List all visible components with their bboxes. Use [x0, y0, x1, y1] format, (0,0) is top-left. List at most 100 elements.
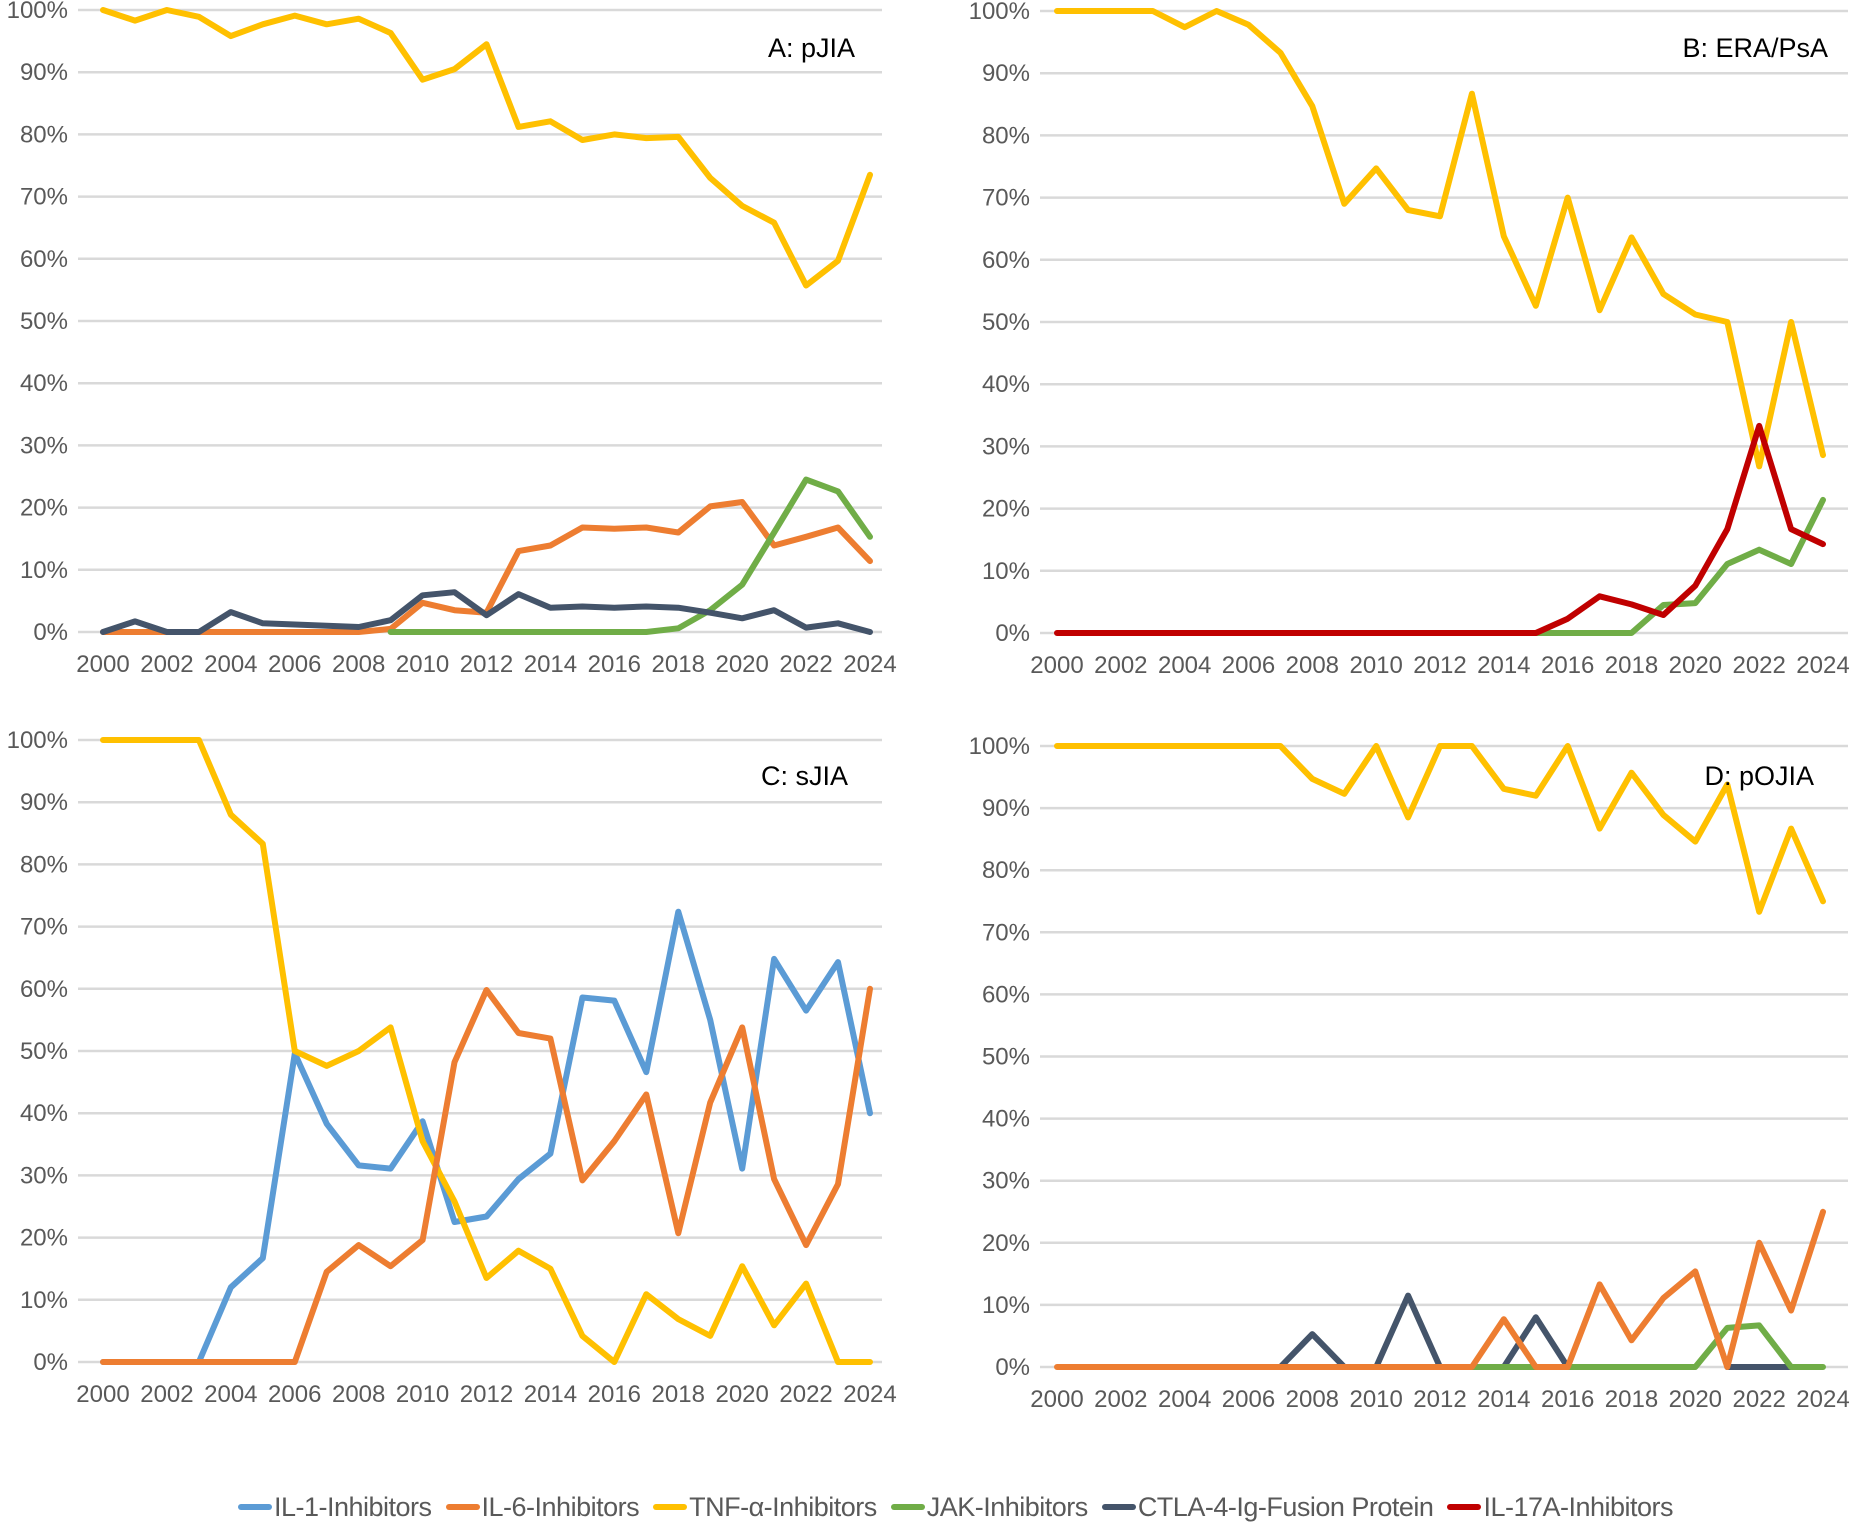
panel-title: C: sJIA: [761, 761, 848, 791]
y-tick-label: 80%: [982, 857, 1030, 884]
legend-label-jak: JAK-Inhibitors: [926, 1491, 1089, 1522]
x-tick-label: 2010: [1349, 652, 1402, 679]
x-tick-label: 2010: [1349, 1386, 1402, 1413]
x-tick-label: 2006: [1222, 1386, 1275, 1413]
x-tick-label: 2010: [396, 651, 449, 678]
x-tick-label: 2020: [1669, 1386, 1722, 1413]
x-tick-label: 2016: [588, 651, 641, 678]
x-tick-label: 2012: [1413, 652, 1466, 679]
x-tick-label: 2018: [652, 651, 705, 678]
x-tick-label: 2002: [1094, 652, 1147, 679]
x-tick-label: 2022: [779, 651, 832, 678]
y-tick-label: 30%: [982, 433, 1030, 460]
legend: IL-1-Inhibitors IL-6-Inhibitors TNF-α-In…: [0, 1487, 1851, 1527]
y-tick-label: 100%: [7, 0, 68, 24]
series-line-il17a: [1054, 422, 1826, 636]
x-tick-label: 2018: [1605, 652, 1658, 679]
series-line-tnf: [1054, 8, 1826, 470]
y-tick-label: 30%: [20, 432, 68, 459]
y-tick-label: 10%: [982, 558, 1030, 585]
legend-label-il6: IL-6-Inhibitors: [481, 1491, 640, 1522]
x-tick-label: 2014: [524, 1381, 577, 1408]
x-tick-label: 2000: [1030, 1386, 1083, 1413]
x-tick-label: 2002: [140, 1381, 193, 1408]
x-tick-label: 2018: [652, 1381, 705, 1408]
legend-swatch-jak: [890, 1504, 925, 1510]
legend-swatch-il6: [445, 1504, 480, 1510]
x-tick-label: 2006: [268, 1381, 321, 1408]
legend-item-tnf: TNF-α-Inhibitors: [653, 1492, 877, 1523]
x-tick-label: 2008: [332, 1381, 385, 1408]
y-tick-label: 30%: [20, 1162, 68, 1189]
legend-label-ctla4: CTLA-4-Ig-Fusion Protein: [1137, 1491, 1434, 1522]
y-tick-label: 10%: [20, 1287, 68, 1314]
y-tick-label: 80%: [20, 851, 68, 878]
y-tick-label: 20%: [982, 1230, 1030, 1257]
y-tick-label: 70%: [20, 914, 68, 941]
y-tick-label: 50%: [982, 309, 1030, 336]
series-line-tnf: [100, 737, 873, 1365]
y-tick-label: 50%: [20, 308, 68, 335]
y-tick-label: 100%: [969, 0, 1030, 25]
legend-label-tnf: TNF-α-Inhibitors: [689, 1491, 877, 1522]
x-tick-label: 2006: [1222, 652, 1275, 679]
series-line-jak: [387, 476, 873, 635]
legend-item-il6: IL-6-Inhibitors: [445, 1491, 640, 1523]
panel-b-era-psa: 0% 10% 20% 30% 40% 50% 60% 70% 80% 90% 100% 2000 200…: [969, 0, 1850, 679]
legend-item-il1: IL-1-Inhibitors: [237, 1491, 432, 1523]
x-tick-label: 2012: [460, 651, 513, 678]
x-tick-label: 2018: [1605, 1386, 1658, 1413]
panel-c-sjia: 0% 10% 20% 30% 40% 50% 60% 70% 80% 90% 100% 2000 200…: [7, 727, 897, 1408]
y-tick-label: 90%: [982, 795, 1030, 822]
y-tick-label: 50%: [982, 1044, 1030, 1071]
y-tick-label: 100%: [7, 727, 68, 754]
y-tick-label: 0%: [33, 1349, 68, 1376]
x-tick-label: 2020: [715, 1381, 768, 1408]
legend-item-ctla4: CTLA-4-Ig-Fusion Protein: [1101, 1491, 1434, 1523]
y-tick-label: 70%: [20, 184, 68, 211]
series-line-ctla4: [100, 589, 873, 635]
x-tick-label: 2008: [1286, 1386, 1339, 1413]
y-tick-label: 90%: [20, 789, 68, 816]
y-tick-label: 80%: [20, 121, 68, 148]
y-tick-label: 60%: [982, 981, 1030, 1008]
panel-a-pjia: 0% 10% 20% 30% 40% 50% 60% 70% 80% 90% 100% 2000 200…: [7, 0, 897, 678]
legend-swatch-il1: [237, 1504, 272, 1510]
y-tick-label: 20%: [982, 496, 1030, 523]
legend-label-il1: IL-1-Inhibitors: [273, 1491, 432, 1522]
x-tick-label: 2008: [1286, 652, 1339, 679]
x-tick-label: 2004: [1158, 652, 1211, 679]
y-tick-label: 40%: [982, 371, 1030, 398]
panel-title: A: pJIA: [768, 33, 855, 63]
y-tick-label: 20%: [20, 1225, 68, 1252]
y-tick-label: 0%: [33, 619, 68, 646]
panel-title: D: pOJIA: [1704, 761, 1814, 791]
x-tick-label: 2022: [779, 1381, 832, 1408]
x-tick-label: 2014: [1477, 1386, 1530, 1413]
y-tick-label: 60%: [982, 247, 1030, 274]
y-tick-label: 40%: [20, 370, 68, 397]
x-tick-label: 2022: [1732, 1386, 1785, 1413]
x-tick-label: 2024: [843, 651, 896, 678]
y-tick-label: 40%: [982, 1106, 1030, 1133]
y-tick-label: 60%: [20, 246, 68, 273]
panel-title: B: ERA/PsA: [1682, 33, 1828, 63]
x-tick-label: 2000: [76, 1381, 129, 1408]
legend-swatch-il17a: [1447, 1504, 1482, 1510]
x-tick-label: 2004: [204, 651, 257, 678]
y-tick-label: 90%: [20, 59, 68, 86]
x-tick-label: 2024: [1796, 652, 1849, 679]
y-tick-label: 10%: [20, 557, 68, 584]
legend-swatch-tnf: [653, 1504, 688, 1510]
x-tick-label: 2002: [140, 651, 193, 678]
series-line-il1: [100, 908, 873, 1365]
x-tick-label: 2014: [1477, 652, 1530, 679]
series-line-jak: [1468, 1322, 1826, 1370]
legend-item-il17a: IL-17A-Inhibitors: [1447, 1492, 1674, 1523]
y-tick-label: 40%: [20, 1100, 68, 1127]
x-tick-label: 2020: [715, 651, 768, 678]
x-tick-label: 2000: [1030, 652, 1083, 679]
y-tick-label: 90%: [982, 60, 1030, 87]
x-tick-label: 2016: [588, 1381, 641, 1408]
y-tick-label: 10%: [982, 1292, 1030, 1319]
